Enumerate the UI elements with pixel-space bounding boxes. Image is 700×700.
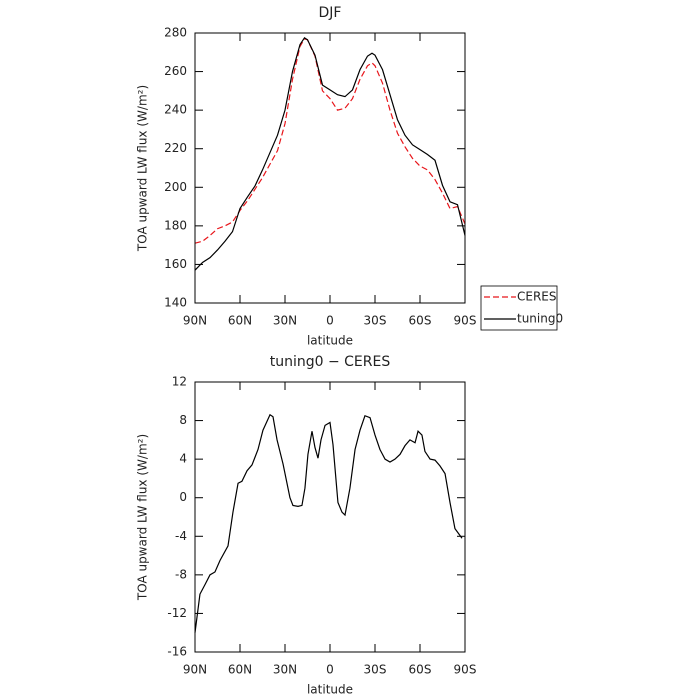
x-tick-label: 60N [228, 663, 252, 677]
y-tick-label: 180 [164, 218, 187, 232]
x-tick-label: 90S [454, 663, 477, 677]
y-tick-label: -8 [175, 567, 187, 581]
x-tick-label: 90N [183, 663, 207, 677]
x-tick-label: 30N [273, 314, 297, 328]
y-tick-label: 160 [164, 257, 187, 271]
x-tick-label: 60N [228, 314, 252, 328]
y-tick-label: 240 [164, 103, 187, 117]
chart-title: tuning0 − CERES [270, 354, 391, 370]
y-tick-label: 260 [164, 64, 187, 78]
x-axis-label: latitude [307, 683, 353, 697]
y-tick-label: -4 [175, 529, 187, 543]
legend-label: CERES [517, 290, 557, 304]
x-tick-label: 90N [183, 314, 207, 328]
data-line [194, 36, 466, 271]
plot-frame [194, 32, 466, 304]
y-tick-label: 12 [172, 375, 187, 389]
y-axis-label: TOA upward LW flux (W/m²) [136, 434, 150, 601]
x-tick-label: 60S [409, 314, 432, 328]
legend-label: tuning0 [517, 312, 563, 326]
y-tick-label: 140 [164, 296, 187, 310]
data-line [194, 38, 466, 244]
x-tick-label: 30S [364, 314, 387, 328]
x-tick-label: 30S [364, 663, 387, 677]
y-axis-label: TOA upward LW flux (W/m²) [136, 85, 150, 252]
y-tick-label: 220 [164, 141, 187, 155]
x-axis-label: latitude [307, 334, 353, 348]
data-line [194, 413, 463, 633]
y-tick-label: 0 [179, 490, 187, 504]
y-tick-label: -12 [167, 606, 187, 620]
legend-box [480, 285, 558, 331]
plot-frame [194, 381, 466, 653]
x-tick-label: 0 [326, 314, 334, 328]
x-tick-label: 30N [273, 663, 297, 677]
y-tick-label: 200 [164, 180, 187, 194]
y-tick-label: -16 [167, 645, 187, 659]
x-tick-label: 60S [409, 663, 432, 677]
y-tick-label: 280 [164, 26, 187, 40]
chart-title: DJF [319, 5, 342, 21]
y-tick-label: 4 [179, 452, 187, 466]
x-tick-label: 0 [326, 663, 334, 677]
x-tick-label: 90S [454, 314, 477, 328]
y-tick-label: 8 [179, 413, 187, 427]
